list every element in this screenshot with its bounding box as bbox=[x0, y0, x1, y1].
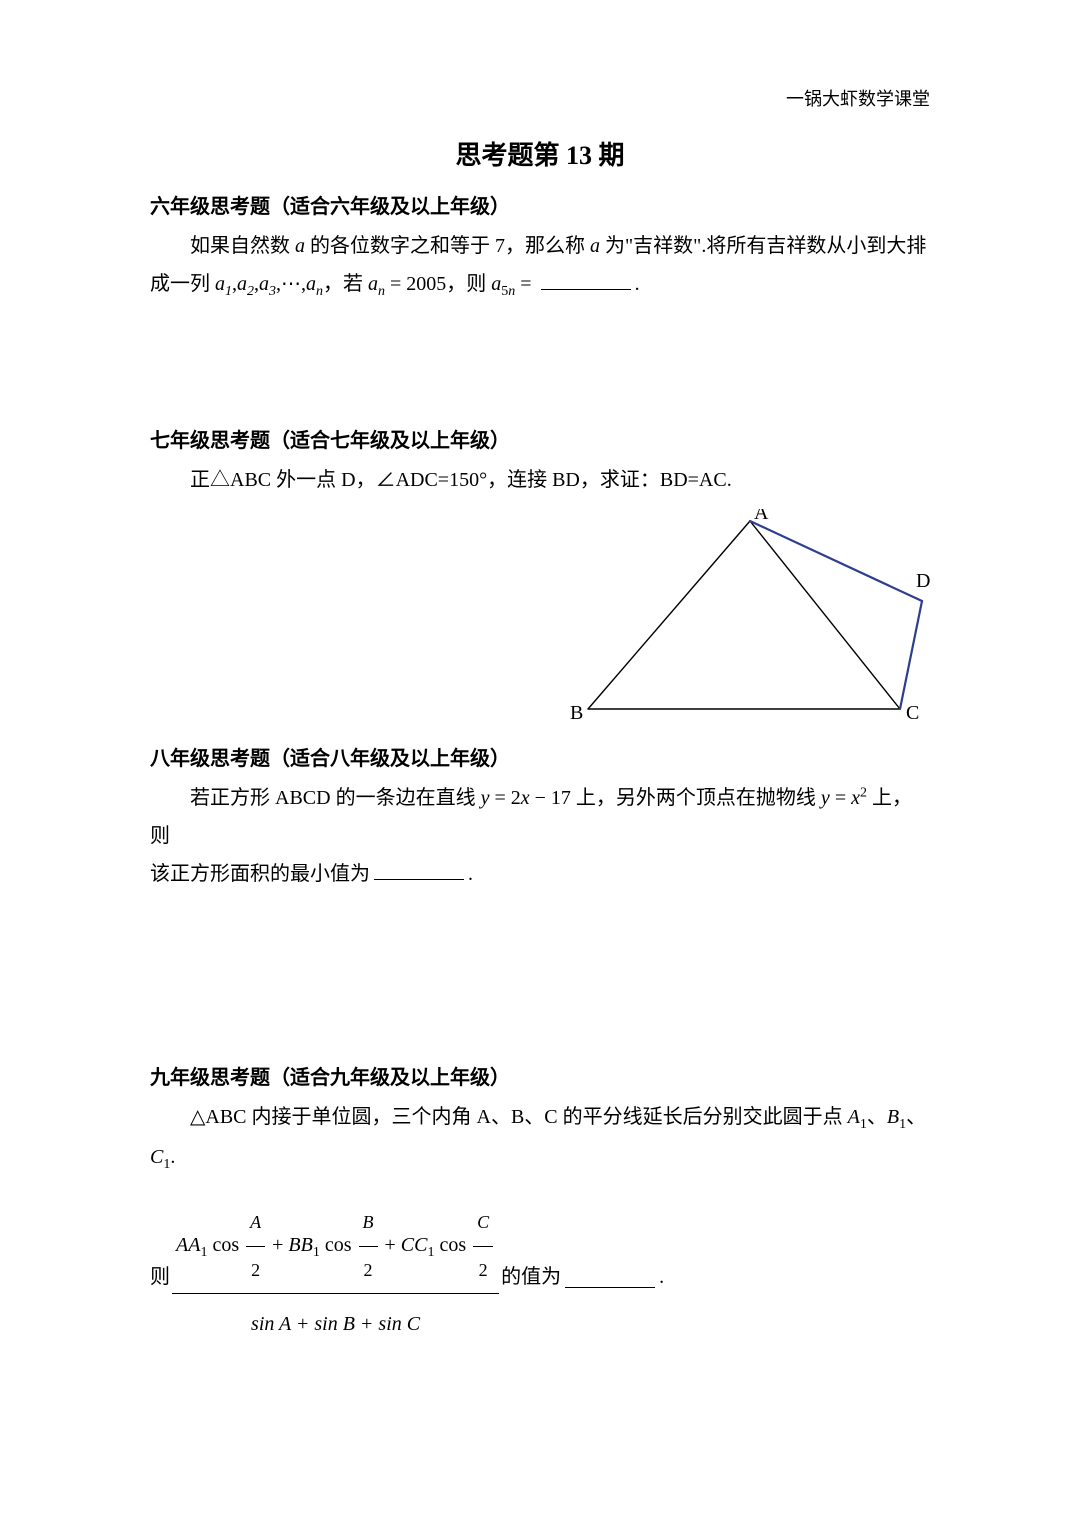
main-fraction: AA1 cos A2 + BB1 cos B2 + CC1 cos C2 sin… bbox=[172, 1199, 499, 1355]
coef: 2 bbox=[511, 787, 521, 809]
var-a: a bbox=[590, 235, 600, 257]
sep: 、 bbox=[867, 1106, 887, 1128]
g8-heading: 八年级思考题（适合八年级及以上年级） bbox=[150, 742, 930, 771]
svg-text:A: A bbox=[754, 509, 769, 524]
sep: 、 bbox=[906, 1106, 926, 1128]
const: − 17 bbox=[530, 787, 571, 809]
g9-equation: 则 AA1 cos A2 + BB1 cos B2 + CC1 cos C2 s… bbox=[150, 1199, 930, 1355]
seq-an: an bbox=[306, 273, 323, 295]
g7-text: 正△ABC 外一点 D，∠ADC=150°，连接 BD，求证：BD=AC. bbox=[150, 461, 930, 499]
eq-val: = 2005 bbox=[385, 273, 446, 295]
pt-B1: B1 bbox=[887, 1106, 906, 1128]
answer-blank bbox=[374, 858, 464, 880]
text: 如果自然数 bbox=[190, 235, 295, 257]
g7-triangle-figure: A B C D bbox=[560, 509, 930, 724]
g6-para1: 如果自然数 a 的各位数字之和等于 7，那么称 a 为"吉祥数".将所有吉祥数从… bbox=[150, 227, 930, 265]
eq: = bbox=[489, 787, 510, 809]
var-a: a bbox=[295, 235, 305, 257]
g8-para1: 若正方形 ABCD 的一条边在直线 y = 2x − 17 上，另外两个顶点在抛… bbox=[150, 779, 930, 855]
pt-C1: C1 bbox=[150, 1146, 170, 1168]
seq-a3: a3 bbox=[259, 273, 276, 295]
text: ，若 bbox=[323, 273, 368, 295]
g6-para2: 成一列 a1,a2,a3,⋯,an，若 an = 2005，则 a5n = . bbox=[150, 265, 930, 306]
eq-a5n: a5n bbox=[491, 273, 515, 295]
text: 若正方形 ABCD 的一条边在直线 bbox=[190, 787, 481, 809]
seq-a1: a1 bbox=[215, 273, 232, 295]
svg-text:D: D bbox=[916, 570, 930, 592]
eq-equals: = bbox=[515, 273, 536, 295]
pt-A1: A1 bbox=[848, 1106, 867, 1128]
period: . bbox=[659, 1251, 664, 1303]
eq: = bbox=[830, 787, 851, 809]
seq-a2: a2 bbox=[237, 273, 254, 295]
header-brand: 一锅大虾数学课堂 bbox=[150, 85, 930, 111]
g7-heading: 七年级思考题（适合七年级及以上年级） bbox=[150, 424, 930, 453]
svg-text:C: C bbox=[906, 702, 919, 724]
document-title: 思考题第 13 期 bbox=[150, 135, 930, 172]
period: . bbox=[468, 863, 473, 885]
g9-heading: 九年级思考题（适合九年级及以上年级） bbox=[150, 1061, 930, 1090]
text: 上，另外两个顶点在抛物线 bbox=[571, 787, 821, 809]
var-y: y bbox=[821, 787, 830, 809]
answer-blank bbox=[565, 1266, 655, 1288]
text: ，则 bbox=[446, 273, 491, 295]
svg-text:B: B bbox=[570, 702, 583, 724]
var-x: x bbox=[521, 787, 530, 809]
text: 成一列 bbox=[150, 273, 215, 295]
eq-an: an bbox=[368, 273, 385, 295]
text: 的值为 bbox=[501, 1251, 561, 1303]
text: 的各位数字之和等于 7，那么称 bbox=[305, 235, 590, 257]
text: 该正方形面积的最小值为 bbox=[150, 863, 370, 885]
dots: ,⋯, bbox=[276, 273, 306, 295]
period: . bbox=[170, 1146, 175, 1168]
period: . bbox=[635, 273, 640, 295]
g8-para2: 该正方形面积的最小值为. bbox=[150, 855, 930, 893]
text: 则 bbox=[150, 1251, 170, 1303]
g6-heading: 六年级思考题（适合六年级及以上年级） bbox=[150, 190, 930, 219]
text: 为"吉祥数".将所有吉祥数从小到大排 bbox=[600, 235, 926, 257]
g9-para1: △ABC 内接于单位圆，三个内角 A、B、C 的平分线延长后分别交此圆于点 A1… bbox=[150, 1098, 930, 1179]
var-x2: x2 bbox=[851, 787, 867, 809]
text: △ABC 内接于单位圆，三个内角 A、B、C 的平分线延长后分别交此圆于点 bbox=[190, 1106, 848, 1128]
answer-blank bbox=[541, 268, 631, 290]
